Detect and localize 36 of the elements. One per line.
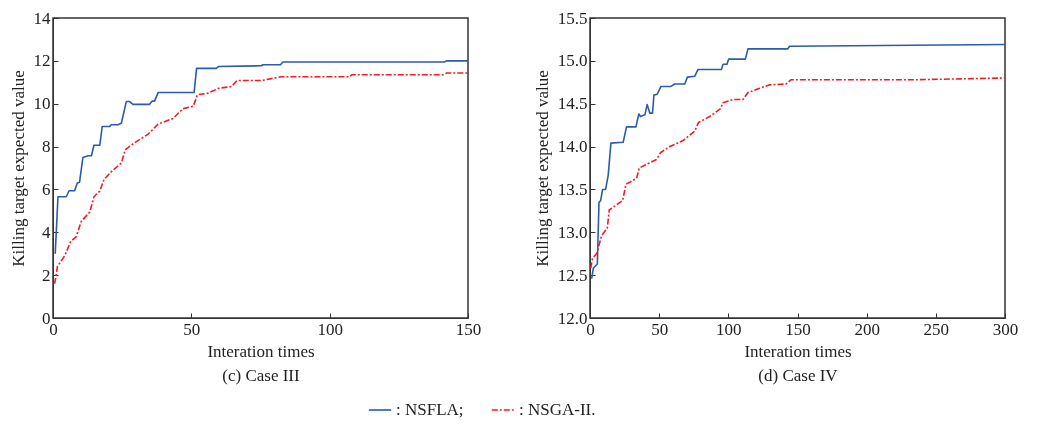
y-tick-label: 12.5 — [557, 265, 588, 285]
y-axis-title: Killing target expected value — [8, 70, 28, 267]
text: (d) Case IV — [758, 365, 839, 385]
y-tick-label: 10 — [33, 94, 51, 114]
y-tick-label: 15.5 — [557, 8, 588, 28]
y-tick-label: 14 — [33, 8, 51, 28]
x-tick-label: 200 — [854, 319, 880, 339]
x-tick-label: 300 — [992, 319, 1019, 339]
line-series — [53, 72, 468, 285]
x-tick-label: 150 — [785, 319, 811, 339]
x-tick-label: 100 — [317, 319, 343, 339]
line-series — [590, 43, 1005, 280]
text: (c) Case III — [222, 365, 301, 385]
x-tick-label: 100 — [716, 319, 742, 339]
y-tick-label: 2 — [42, 265, 51, 285]
x-tick-label: 50 — [183, 319, 201, 339]
y-tick-label: 13.0 — [557, 222, 588, 242]
x-tick-label: 150 — [455, 319, 482, 339]
legend-label: : NSGA-II. — [519, 400, 596, 419]
legend-label: : NSFLA; — [396, 400, 464, 419]
y-tick-label: 14.0 — [557, 137, 588, 157]
x-axis-title: Interation times — [744, 341, 852, 361]
y-tick-label: 12.0 — [557, 308, 588, 328]
y-tick-label: 6 — [42, 179, 51, 199]
y-tick-label: 4 — [42, 222, 51, 242]
x-tick-label: 250 — [923, 319, 950, 339]
y-tick-label: 14.5 — [557, 94, 588, 114]
y-tick-label: 15.0 — [557, 51, 588, 71]
line-series — [590, 77, 1005, 270]
y-tick-label: 8 — [42, 137, 51, 157]
y-tick-label: 13.5 — [557, 179, 588, 199]
y-tick-label: 12 — [33, 51, 51, 71]
x-axis-title: Interation times — [207, 341, 315, 361]
line-series — [54, 60, 468, 255]
x-tick-label: 50 — [651, 319, 669, 339]
y-axis-title: Killing target expected value — [532, 70, 552, 267]
